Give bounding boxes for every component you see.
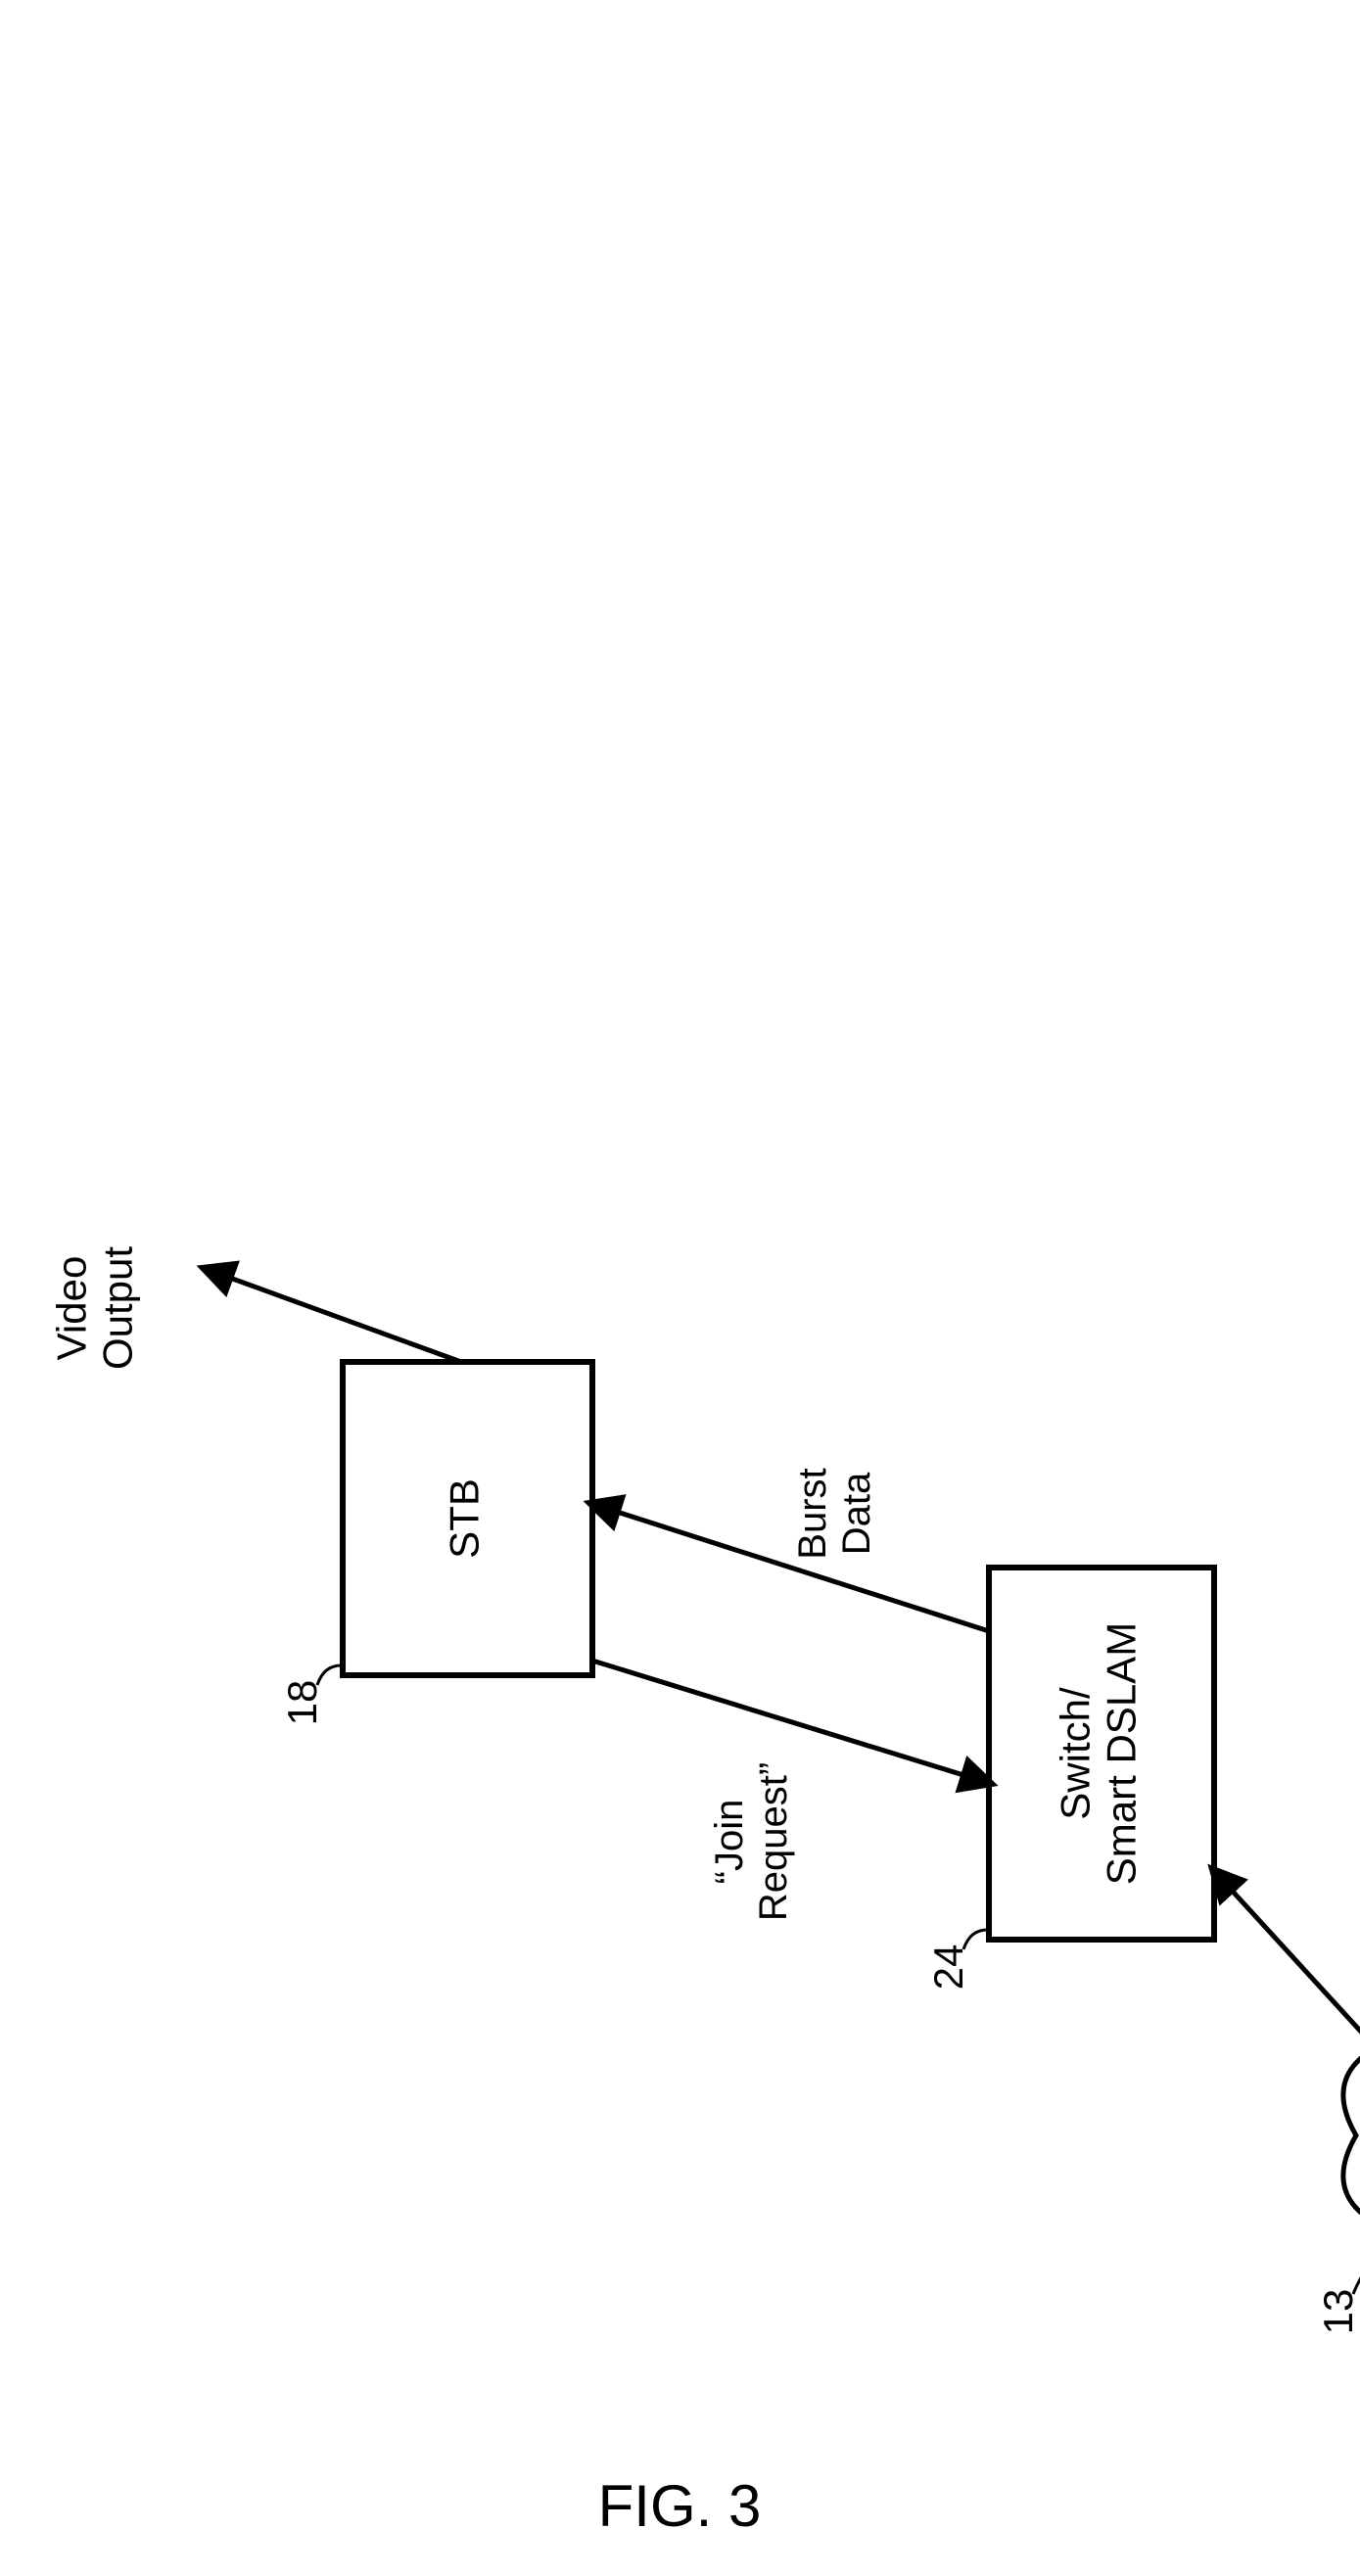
edge-label-stb_join-line: Request”: [752, 1762, 795, 1921]
ref-hook: [1353, 2244, 1360, 2295]
edge-label-switch_burst: BurstData: [791, 1468, 878, 1559]
video_out-label-line: Output: [95, 1246, 141, 1370]
ref-number: 18: [279, 1680, 325, 1726]
arrow-stb_right-to-video_out_pt: [206, 1269, 461, 1362]
video_out-label: VideoOutput: [49, 1246, 141, 1370]
video_out-label-line: Video: [49, 1256, 95, 1361]
cloud-cloud: [1343, 1950, 1360, 2320]
edge-label-stb_join-line: “Join: [708, 1800, 751, 1885]
switch-label-line: Smart DSLAM: [1099, 1622, 1145, 1885]
arrow-cloud_top-to-switch_bot: [1214, 1871, 1360, 2042]
stb-label-line: STB: [442, 1478, 488, 1559]
edge-label-stb_join: “JoinRequest”: [708, 1762, 795, 1921]
ref-label-18: 18: [279, 1665, 343, 1725]
diagram-canvas: FromSourceMulticastServer22IPDistributio…: [0, 0, 1360, 2576]
ref-label-13: 13: [1315, 2244, 1360, 2335]
stb-label: STB: [442, 1478, 488, 1559]
figure-label: FIG. 3: [598, 2473, 762, 2539]
ref-number: 24: [925, 1944, 971, 1991]
switch-label-line: Switch/: [1053, 1687, 1099, 1820]
edge-label-switch_burst-line: Data: [835, 1472, 878, 1555]
edge-label-switch_burst-line: Burst: [791, 1468, 834, 1559]
ref-label-24: 24: [925, 1930, 989, 1990]
ref-number: 13: [1315, 2289, 1360, 2335]
